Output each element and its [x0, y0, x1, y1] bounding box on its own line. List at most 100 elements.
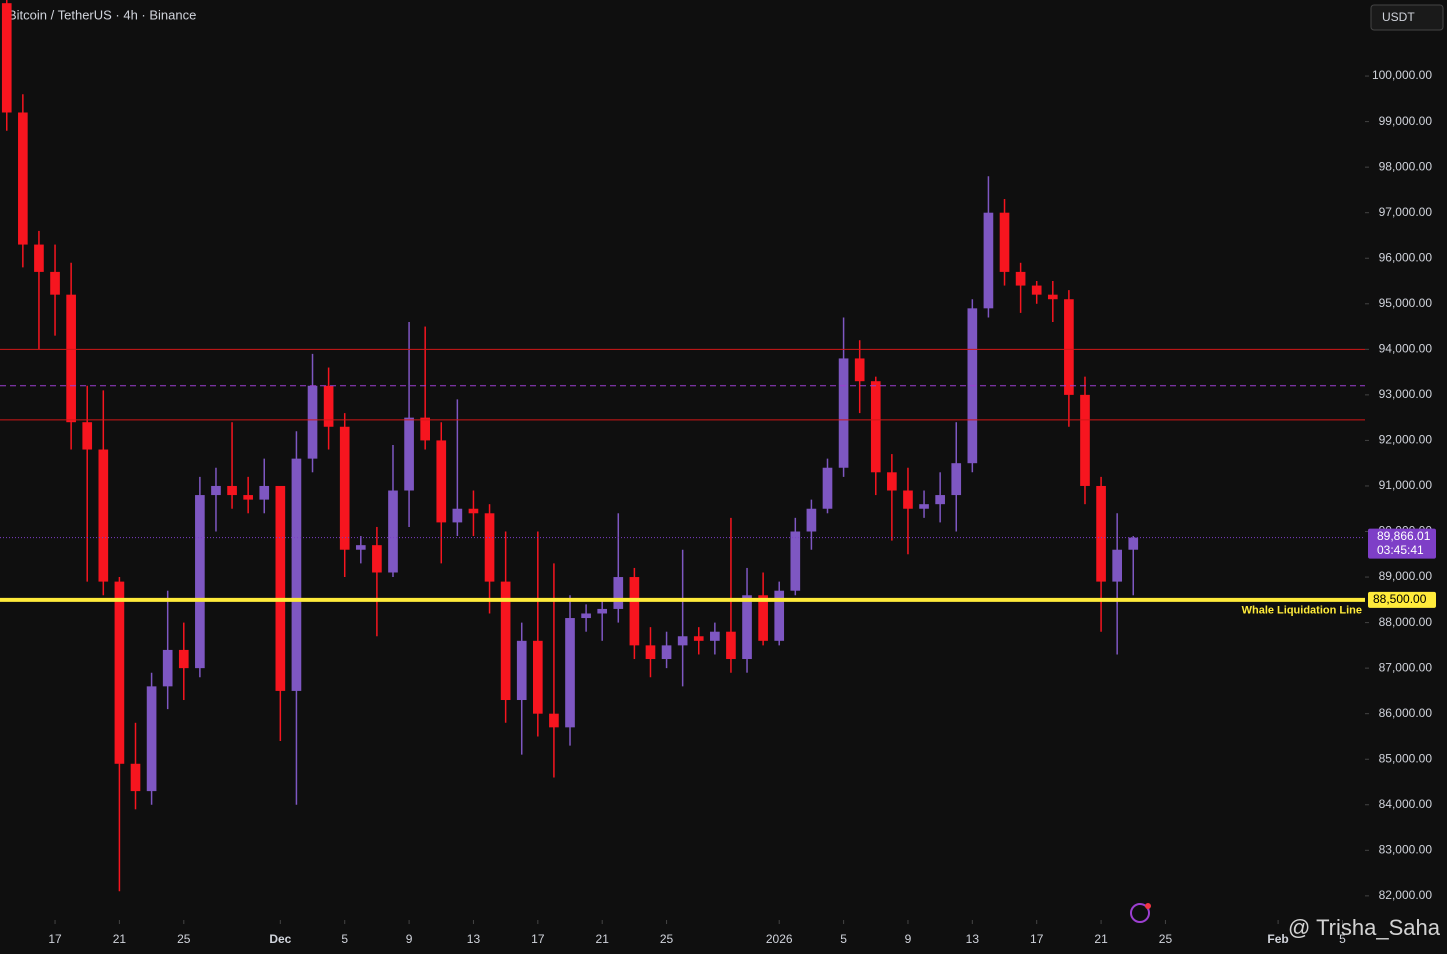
x-tick-label: Dec	[269, 932, 291, 946]
chart-title: Bitcoin / TetherUS · 4h · Binance	[8, 7, 196, 22]
y-tick-label: 95,000.00	[1379, 296, 1433, 310]
candle-body	[710, 631, 720, 641]
y-tick-label: 85,000.00	[1379, 751, 1433, 765]
candle-body	[34, 244, 44, 272]
candle-body	[484, 513, 495, 582]
level-tag	[1368, 591, 1436, 608]
candle-body	[18, 112, 28, 245]
alert-dot	[1145, 903, 1151, 909]
candle-body	[597, 608, 608, 614]
y-tick-label: 100,000.00	[1372, 68, 1432, 82]
candle-body	[983, 212, 994, 309]
candle-body	[1080, 394, 1090, 486]
candle-body	[532, 640, 543, 714]
x-tick-label: 9	[406, 932, 413, 946]
candle-body	[66, 294, 76, 423]
currency-label[interactable]: USDT	[1382, 10, 1415, 24]
candle-body	[1096, 485, 1106, 582]
candle-body	[613, 577, 624, 609]
candle-body	[790, 531, 801, 591]
candle-body	[436, 440, 447, 523]
candle-body	[742, 595, 752, 660]
candle-body	[243, 495, 253, 500]
candle-body	[339, 426, 350, 550]
alert-icon[interactable]	[1130, 903, 1150, 923]
x-tick-label: 21	[113, 932, 127, 946]
watermark: @ Trisha_Saha	[1288, 915, 1441, 940]
candle-body	[1, 3, 12, 113]
candle-body	[581, 613, 591, 619]
currency-button[interactable]	[1370, 4, 1444, 31]
y-tick-label: 82,000.00	[1379, 888, 1433, 902]
x-tick-label: 9	[905, 932, 912, 946]
candle-body	[114, 581, 125, 764]
candle-body	[919, 504, 929, 509]
y-tick-label: 88,000.00	[1379, 615, 1433, 629]
y-tick-label: 93,000.00	[1379, 387, 1433, 401]
candle-body	[774, 590, 785, 641]
candle-body	[726, 631, 736, 660]
candle-body	[887, 472, 897, 491]
x-tick-label: 5	[840, 932, 847, 946]
level-name: Whale Liquidation Line	[1242, 605, 1362, 617]
candle-body	[355, 545, 366, 550]
y-tick-label: 92,000.00	[1379, 433, 1433, 447]
candle-body	[516, 640, 527, 701]
candle-body	[758, 595, 768, 641]
candle-body	[211, 485, 221, 496]
candle-body	[693, 636, 704, 641]
y-tick-label: 99,000.00	[1379, 114, 1433, 128]
candle-body	[999, 212, 1010, 272]
candle-body	[162, 649, 173, 687]
candle-body	[420, 417, 431, 441]
candle-body	[452, 508, 463, 523]
candle-body	[500, 581, 511, 701]
candle-body	[1064, 299, 1074, 395]
x-tick-label: 17	[48, 932, 62, 946]
y-tick-label: 96,000.00	[1379, 250, 1433, 264]
x-tick-label: 17	[1030, 932, 1044, 946]
candle-body	[468, 508, 479, 514]
candle-body	[1031, 285, 1042, 295]
y-tick-label: 86,000.00	[1379, 706, 1433, 720]
countdown-label: 03:45:41	[1377, 543, 1424, 557]
x-tick-label: Feb	[1267, 932, 1288, 946]
x-tick-label: 25	[660, 932, 674, 946]
candle-body	[130, 763, 141, 792]
x-tick-label: 25	[1159, 932, 1173, 946]
y-tick-label: 87,000.00	[1379, 660, 1433, 674]
candle-body	[404, 417, 414, 491]
candle-body	[307, 385, 318, 459]
x-tick-label: 5	[1339, 932, 1346, 946]
x-tick-label: 21	[596, 932, 610, 946]
candle-body	[951, 463, 962, 496]
y-tick-label: 98,000.00	[1379, 159, 1433, 173]
candle-body	[1112, 549, 1122, 582]
x-tick-label: 17	[531, 932, 545, 946]
x-tick-label: 5	[341, 932, 348, 946]
candle-body	[838, 358, 849, 468]
candle-body	[259, 485, 270, 500]
x-tick-label: 13	[966, 932, 980, 946]
last-price-tag	[1368, 528, 1436, 559]
candle-body	[629, 577, 640, 646]
y-tick-label: 94,000.00	[1379, 341, 1433, 355]
candle-body	[854, 358, 865, 382]
y-tick-label: 83,000.00	[1379, 842, 1433, 856]
x-tick-label: 21	[1094, 932, 1108, 946]
x-tick-label: 25	[177, 932, 191, 946]
candle-body	[195, 495, 205, 669]
candle-body	[178, 649, 189, 669]
x-tick-label: 13	[467, 932, 481, 946]
candle-body	[323, 385, 334, 427]
candle-body	[870, 381, 881, 473]
y-tick-label: 84,000.00	[1379, 797, 1433, 811]
y-tick-label: 97,000.00	[1379, 205, 1433, 219]
candle-body	[549, 713, 559, 728]
candle-body	[98, 449, 109, 582]
candle-body	[1128, 537, 1139, 550]
candle-body	[388, 490, 398, 573]
candle-body	[645, 645, 656, 660]
